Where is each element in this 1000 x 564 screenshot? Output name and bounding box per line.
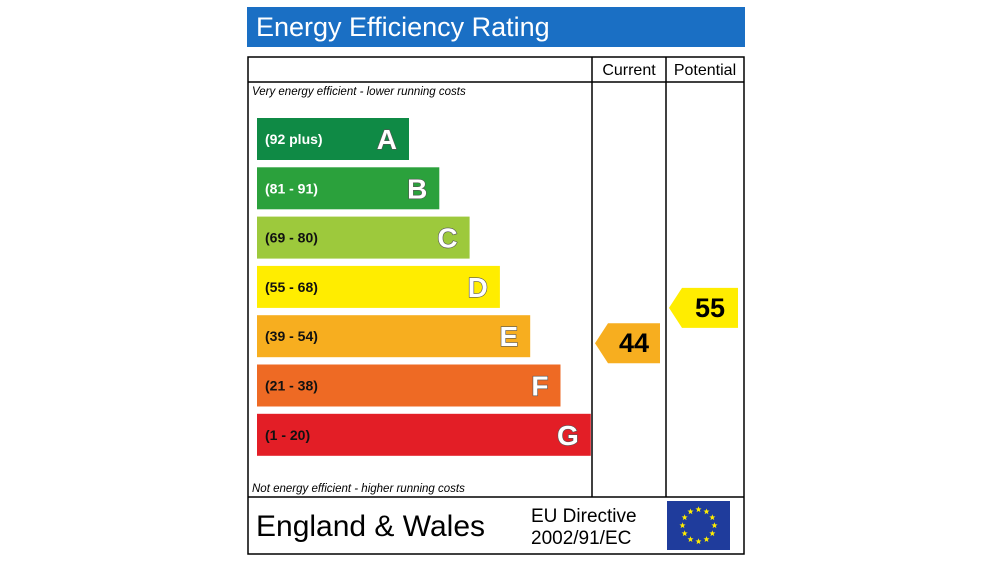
band-d-bar	[257, 265, 500, 308]
title-bar: Energy Efficiency Rating	[247, 7, 745, 47]
band-g-range: (1 - 20)	[265, 427, 310, 443]
eu-star-icon	[695, 538, 702, 545]
rating-bands: (92 plus) A (81 - 91) B (69 - 80) C (55 …	[257, 118, 591, 456]
band-g-letter: G	[557, 420, 579, 451]
band-f: (21 - 38) F	[257, 364, 561, 407]
current-rating-value: 44	[619, 328, 649, 358]
eu-star-icon	[703, 536, 710, 542]
band-a-letter: A	[377, 124, 397, 155]
band-d-letter: D	[468, 272, 488, 303]
band-c-range: (69 - 80)	[265, 230, 318, 246]
band-e-letter: E	[500, 321, 519, 352]
band-f-letter: F	[531, 371, 548, 402]
footer-region: England & Wales	[256, 510, 485, 543]
band-b-letter: B	[407, 173, 427, 204]
band-e-bar	[257, 315, 531, 358]
potential-header: Potential	[674, 62, 736, 79]
band-g: (1 - 20) G	[257, 413, 591, 456]
potential-arrow-shape	[669, 287, 738, 328]
eu-flag-icon	[667, 501, 730, 550]
band-b: (81 - 91) B	[257, 167, 440, 210]
eu-star-icon	[679, 522, 686, 529]
bottom-note: Not energy efficient - higher running co…	[252, 483, 465, 495]
eu-star-icon	[711, 522, 718, 529]
current-header: Current	[602, 62, 656, 79]
footer-directive-line1: EU Directive	[531, 506, 637, 527]
band-f-range: (21 - 38)	[265, 378, 318, 394]
eu-star-icon	[681, 530, 688, 537]
band-g-bar	[257, 413, 591, 456]
band-b-bar	[257, 167, 440, 210]
band-a-range: (92 plus)	[265, 131, 323, 147]
band-d: (55 - 68) D	[257, 265, 500, 308]
potential-rating-value: 55	[695, 293, 725, 323]
potential-rating-arrow: 55	[669, 287, 738, 328]
eu-star-icon	[681, 514, 688, 521]
band-b-range: (81 - 91)	[265, 180, 318, 196]
band-d-range: (55 - 68)	[265, 279, 318, 295]
current-arrow-shape	[595, 323, 660, 364]
band-f-bar	[257, 364, 561, 407]
eu-star-icon	[703, 508, 710, 515]
eu-star-icon	[687, 508, 694, 515]
eu-star-icon	[695, 506, 702, 513]
band-a: (92 plus) A	[257, 118, 409, 160]
current-rating-arrow: 44	[595, 323, 660, 364]
eu-stars	[679, 506, 718, 545]
eu-star-icon	[709, 514, 716, 521]
band-c-bar	[257, 216, 470, 259]
footer-directive-line2: 2002/91/EC	[531, 528, 631, 549]
chart-frame	[247, 56, 745, 555]
chart-title: Energy Efficiency Rating	[256, 12, 550, 42]
band-e-range: (39 - 54)	[265, 328, 318, 344]
band-e: (39 - 54) E	[257, 315, 531, 358]
eu-star-icon	[709, 530, 716, 537]
top-note: Very energy efficient - lower running co…	[252, 86, 466, 98]
eu-star-icon	[687, 536, 694, 542]
band-c: (69 - 80) C	[257, 216, 470, 259]
band-c-letter: C	[437, 223, 457, 254]
band-a-bar	[257, 118, 409, 160]
